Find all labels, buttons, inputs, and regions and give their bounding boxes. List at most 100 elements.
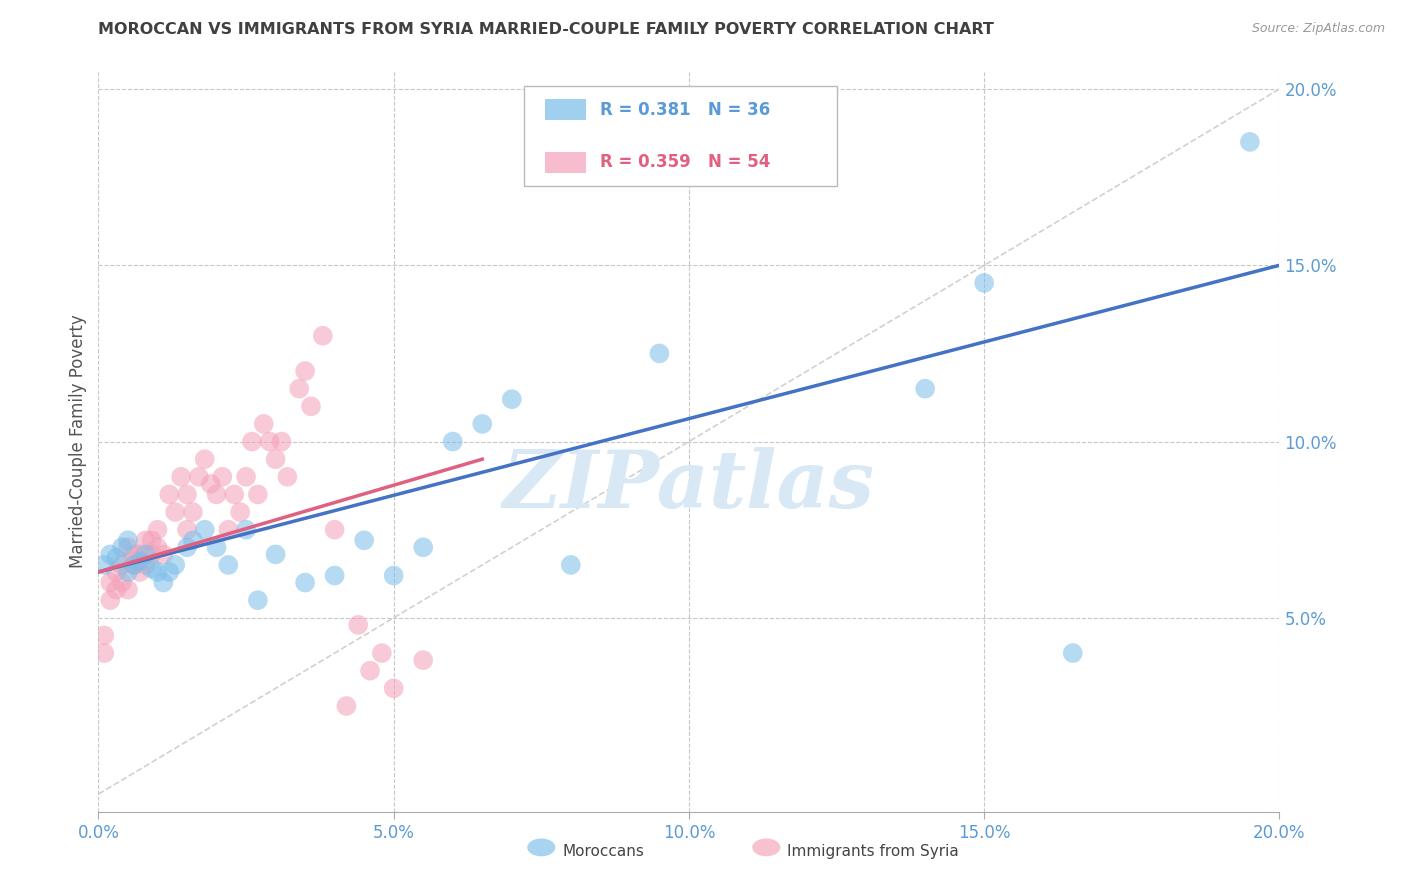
Point [122, 547, 145, 561]
Point [111, 541, 134, 555]
Point [323, 568, 346, 582]
Point [98, 593, 121, 607]
Point [246, 593, 269, 607]
Text: Immigrants from Syria: Immigrants from Syria [787, 845, 959, 859]
Point [217, 558, 239, 572]
Point [294, 575, 316, 590]
Point [235, 470, 257, 484]
Point [224, 487, 246, 501]
Point [560, 558, 582, 572]
Point [152, 575, 174, 590]
Point [117, 533, 139, 548]
Point [648, 346, 671, 360]
Text: MOROCCAN VS IMMIGRANTS FROM SYRIA MARRIED-COUPLE FAMILY POVERTY CORRELATION CHAR: MOROCCAN VS IMMIGRANTS FROM SYRIA MARRIE… [98, 22, 994, 37]
Point [335, 698, 357, 713]
Point [194, 452, 217, 467]
Bar [546, 152, 586, 173]
Point [146, 565, 169, 579]
Point [382, 681, 405, 696]
Point [165, 505, 187, 519]
Point [176, 487, 198, 501]
Point [157, 565, 180, 579]
Point [117, 541, 139, 555]
Point [122, 558, 145, 572]
Point [412, 541, 434, 555]
Point [973, 276, 995, 290]
Point [299, 399, 322, 413]
Point [294, 364, 316, 378]
Text: ZIPatlas: ZIPatlas [503, 447, 875, 524]
Point [312, 328, 335, 343]
Point [165, 558, 187, 572]
Point [117, 565, 139, 579]
Point [170, 470, 193, 484]
Point [217, 523, 239, 537]
Point [105, 565, 128, 579]
Point [93, 646, 115, 660]
Point [259, 434, 281, 449]
Point [359, 664, 381, 678]
Point [93, 558, 115, 572]
Point [141, 533, 163, 548]
Point [176, 523, 198, 537]
Point [382, 568, 405, 582]
Point [229, 505, 252, 519]
Point [371, 646, 394, 660]
Point [181, 505, 204, 519]
Point [1239, 135, 1261, 149]
FancyBboxPatch shape [523, 87, 837, 186]
Point [323, 523, 346, 537]
Point [176, 541, 198, 555]
Point [111, 558, 134, 572]
Point [264, 452, 287, 467]
Point [914, 382, 936, 396]
Point [471, 417, 494, 431]
Text: R = 0.359   N = 54: R = 0.359 N = 54 [600, 153, 770, 171]
Point [200, 476, 222, 491]
Text: R = 0.381   N = 36: R = 0.381 N = 36 [600, 101, 770, 119]
Point [270, 434, 292, 449]
Point [240, 434, 263, 449]
Point [246, 487, 269, 501]
Point [347, 618, 370, 632]
Point [441, 434, 464, 449]
Point [1062, 646, 1084, 660]
Text: Source: ZipAtlas.com: Source: ZipAtlas.com [1251, 22, 1385, 36]
Point [128, 554, 150, 568]
Point [146, 541, 169, 555]
Point [128, 565, 150, 579]
Point [205, 487, 228, 501]
Point [412, 653, 434, 667]
Point [146, 523, 169, 537]
Point [288, 382, 311, 396]
Point [117, 582, 139, 597]
Point [353, 533, 375, 548]
Point [122, 558, 145, 572]
Y-axis label: Married-Couple Family Poverty: Married-Couple Family Poverty [69, 315, 87, 568]
Point [105, 582, 128, 597]
Point [135, 558, 157, 572]
Point [211, 470, 233, 484]
Point [128, 547, 150, 561]
Bar [546, 100, 586, 120]
Point [194, 523, 217, 537]
Point [264, 547, 287, 561]
Point [253, 417, 276, 431]
Point [235, 523, 257, 537]
Point [141, 547, 163, 561]
Point [135, 547, 157, 561]
Point [111, 575, 134, 590]
Point [105, 550, 128, 565]
Point [181, 533, 204, 548]
Text: Moroccans: Moroccans [562, 845, 644, 859]
Point [187, 470, 209, 484]
Point [205, 541, 228, 555]
Point [157, 487, 180, 501]
Point [98, 575, 121, 590]
Point [135, 533, 157, 548]
Point [152, 547, 174, 561]
Point [93, 628, 115, 642]
Point [98, 547, 121, 561]
Point [141, 561, 163, 575]
Point [276, 470, 298, 484]
